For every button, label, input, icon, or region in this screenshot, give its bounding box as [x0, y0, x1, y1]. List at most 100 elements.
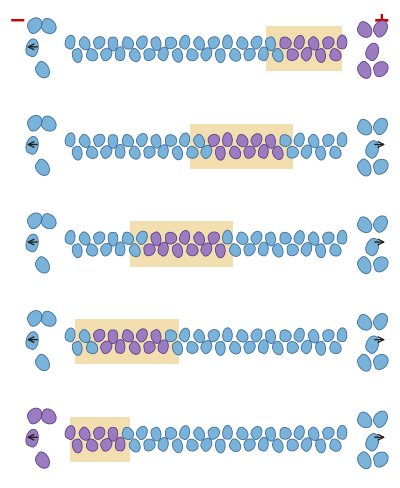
Polygon shape [72, 146, 82, 160]
Polygon shape [172, 439, 182, 453]
Polygon shape [172, 341, 182, 355]
Polygon shape [187, 146, 198, 158]
Polygon shape [258, 47, 268, 61]
Polygon shape [194, 427, 204, 440]
Polygon shape [323, 330, 334, 342]
Polygon shape [136, 134, 147, 147]
Polygon shape [208, 37, 220, 49]
Polygon shape [330, 439, 341, 451]
Polygon shape [144, 342, 155, 353]
Polygon shape [151, 37, 161, 51]
Polygon shape [308, 37, 319, 50]
Polygon shape [36, 159, 50, 176]
Polygon shape [308, 232, 319, 245]
Polygon shape [272, 48, 283, 62]
Polygon shape [280, 427, 291, 439]
Bar [130, 222, 233, 266]
Polygon shape [158, 340, 168, 354]
Polygon shape [26, 39, 38, 57]
Polygon shape [374, 118, 388, 135]
Polygon shape [294, 231, 304, 244]
Polygon shape [374, 61, 388, 77]
Polygon shape [316, 146, 326, 160]
Polygon shape [216, 244, 225, 258]
Polygon shape [42, 311, 56, 326]
Polygon shape [94, 427, 105, 439]
Polygon shape [258, 340, 268, 354]
Polygon shape [237, 330, 248, 342]
Polygon shape [358, 412, 372, 428]
Polygon shape [308, 134, 319, 148]
Polygon shape [108, 330, 118, 344]
Polygon shape [101, 48, 112, 61]
Polygon shape [86, 49, 98, 61]
Polygon shape [272, 146, 283, 160]
Polygon shape [26, 137, 38, 154]
Polygon shape [358, 354, 371, 371]
Polygon shape [108, 37, 118, 51]
Polygon shape [115, 340, 125, 353]
Polygon shape [358, 257, 371, 274]
Polygon shape [294, 133, 304, 147]
Polygon shape [79, 232, 90, 245]
Polygon shape [79, 329, 90, 343]
Polygon shape [287, 342, 298, 353]
Polygon shape [301, 438, 312, 451]
Polygon shape [366, 43, 379, 61]
Polygon shape [79, 427, 90, 440]
Polygon shape [216, 49, 225, 62]
Polygon shape [26, 234, 38, 252]
Polygon shape [180, 133, 190, 147]
Polygon shape [129, 146, 140, 159]
Polygon shape [101, 439, 112, 451]
Polygon shape [358, 61, 371, 79]
Polygon shape [122, 427, 134, 440]
Polygon shape [86, 439, 98, 451]
Polygon shape [187, 244, 198, 256]
Polygon shape [144, 49, 155, 61]
Polygon shape [337, 133, 347, 146]
Polygon shape [230, 341, 241, 354]
Polygon shape [294, 36, 304, 49]
Polygon shape [36, 257, 50, 273]
Polygon shape [208, 232, 220, 244]
Polygon shape [65, 35, 75, 49]
Polygon shape [65, 133, 75, 147]
Polygon shape [94, 329, 105, 342]
Polygon shape [366, 238, 379, 256]
Polygon shape [272, 341, 283, 355]
Polygon shape [266, 232, 276, 246]
Polygon shape [287, 49, 298, 61]
Polygon shape [36, 61, 50, 78]
Polygon shape [374, 452, 388, 467]
Polygon shape [180, 426, 190, 440]
Polygon shape [42, 116, 56, 131]
Polygon shape [122, 135, 134, 147]
Polygon shape [94, 37, 105, 49]
Polygon shape [151, 134, 161, 148]
Polygon shape [358, 314, 372, 330]
Polygon shape [374, 354, 388, 369]
Bar [266, 26, 342, 71]
Polygon shape [323, 37, 334, 49]
Polygon shape [36, 354, 50, 371]
Polygon shape [42, 19, 56, 34]
Polygon shape [230, 244, 241, 256]
Polygon shape [358, 217, 372, 233]
Polygon shape [122, 232, 134, 244]
Polygon shape [337, 426, 347, 439]
Polygon shape [108, 135, 118, 148]
Polygon shape [266, 329, 276, 344]
Polygon shape [122, 37, 134, 49]
Polygon shape [366, 336, 379, 353]
Polygon shape [129, 244, 140, 257]
Polygon shape [374, 257, 388, 272]
Polygon shape [26, 332, 38, 349]
Polygon shape [272, 244, 283, 257]
Polygon shape [280, 232, 291, 244]
Polygon shape [28, 213, 42, 229]
Text: +: + [372, 11, 390, 31]
Bar [76, 319, 179, 364]
Polygon shape [374, 159, 388, 174]
Polygon shape [158, 437, 168, 451]
